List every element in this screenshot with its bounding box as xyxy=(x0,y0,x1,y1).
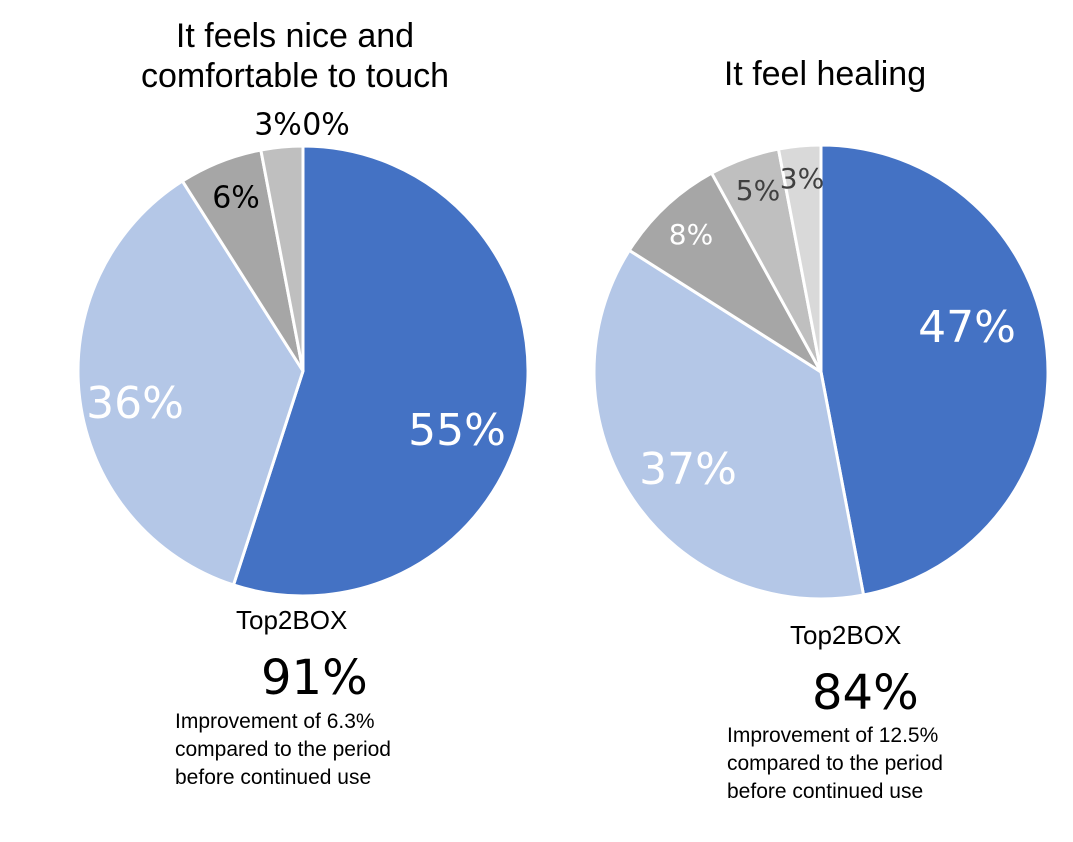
pie-slice-3pct xyxy=(259,144,305,372)
pie-slice-8pct xyxy=(627,171,823,374)
improvement-note: Improvement of 12.5% compared to the per… xyxy=(727,724,943,803)
pie-slice-label: 8% xyxy=(669,218,713,251)
chart-title: It feel healing xyxy=(723,55,927,93)
pie-slice-label: 47% xyxy=(918,302,1016,353)
pie-slice-47pct xyxy=(819,143,1050,597)
top2box-value: 91% xyxy=(261,650,368,706)
pie-slice-label: 3% xyxy=(254,108,302,143)
pie-slice-label: 5% xyxy=(736,174,780,207)
pie-slice-label: 3% xyxy=(780,162,824,195)
chart-title: It feels nice and comfortable to touch xyxy=(140,17,450,95)
pie-slice-label: 6% xyxy=(212,181,260,216)
top2box-label: Top2BOX xyxy=(790,620,902,650)
pie-slice-55pct xyxy=(231,144,530,598)
improvement-note: Improvement of 6.3% compared to the peri… xyxy=(175,710,391,789)
pie-panel-healing: It feel healing 47% 37% 8% 5% 3% Top2BOX 84%… xyxy=(540,0,1073,842)
pie-chart-healing: 47% 37% 8% 5% 3% xyxy=(592,143,1050,601)
pie-slice-label: 55% xyxy=(408,405,506,456)
pie-slice-label: 0% xyxy=(302,108,350,143)
pie-slice-36pct xyxy=(76,178,305,587)
pie-slice-3pct xyxy=(776,143,823,373)
pie-slice-label: 36% xyxy=(86,378,184,429)
pie-slice-label: 37% xyxy=(639,444,737,495)
top2box-label: Top2BOX xyxy=(236,605,348,635)
top2box-value: 84% xyxy=(812,665,919,721)
pie-slice-37pct xyxy=(592,248,866,601)
pie-chart-touch: 55% 36% 6% 3% 0% xyxy=(76,108,530,598)
pie-panel-touch: It feels nice and comfortable to touch 5… xyxy=(76,17,530,789)
